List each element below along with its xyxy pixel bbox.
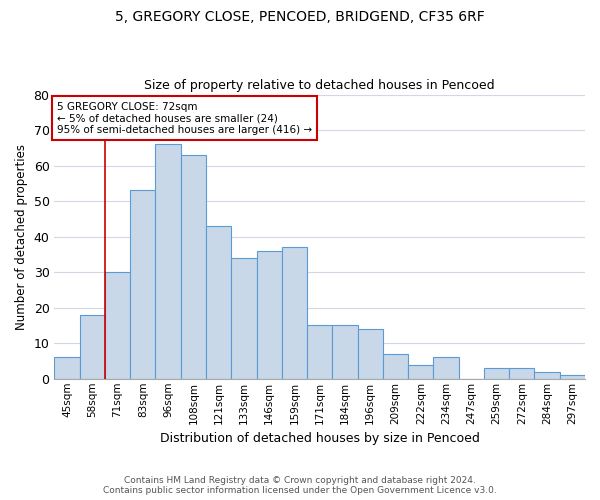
Bar: [282, 248, 307, 379]
Bar: [332, 326, 358, 379]
X-axis label: Distribution of detached houses by size in Pencoed: Distribution of detached houses by size …: [160, 432, 479, 445]
Bar: [535, 372, 560, 379]
Bar: [509, 368, 535, 379]
Text: 5, GREGORY CLOSE, PENCOED, BRIDGEND, CF35 6RF: 5, GREGORY CLOSE, PENCOED, BRIDGEND, CF3…: [115, 10, 485, 24]
Title: Size of property relative to detached houses in Pencoed: Size of property relative to detached ho…: [145, 79, 495, 92]
Text: Contains HM Land Registry data © Crown copyright and database right 2024.
Contai: Contains HM Land Registry data © Crown c…: [103, 476, 497, 495]
Bar: [130, 190, 155, 379]
Bar: [181, 155, 206, 379]
Y-axis label: Number of detached properties: Number of detached properties: [15, 144, 28, 330]
Bar: [408, 364, 433, 379]
Bar: [80, 315, 105, 379]
Bar: [383, 354, 408, 379]
Bar: [55, 358, 80, 379]
Bar: [358, 329, 383, 379]
Bar: [231, 258, 257, 379]
Bar: [560, 375, 585, 379]
Text: 5 GREGORY CLOSE: 72sqm
← 5% of detached houses are smaller (24)
95% of semi-deta: 5 GREGORY CLOSE: 72sqm ← 5% of detached …: [57, 102, 312, 135]
Bar: [433, 358, 458, 379]
Bar: [105, 272, 130, 379]
Bar: [155, 144, 181, 379]
Bar: [206, 226, 231, 379]
Bar: [257, 251, 282, 379]
Bar: [484, 368, 509, 379]
Bar: [307, 326, 332, 379]
